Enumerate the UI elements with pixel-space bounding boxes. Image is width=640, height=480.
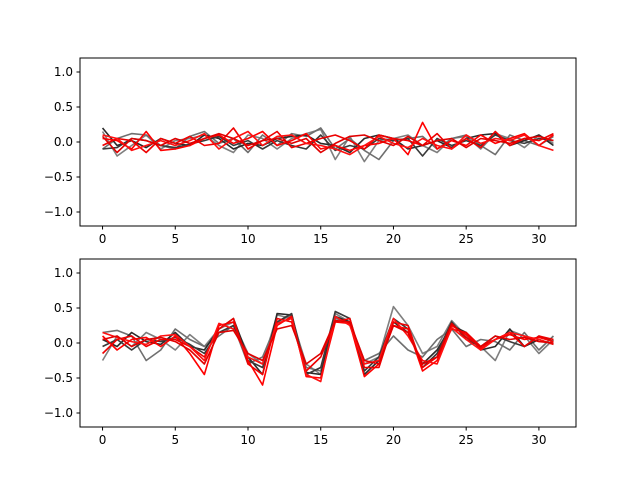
x-tick-label: 20 <box>386 232 401 246</box>
x-tick-label: 10 <box>240 433 255 447</box>
x-tick-label: 5 <box>171 433 179 447</box>
x-tick-label: 30 <box>531 232 546 246</box>
y-tick-label: 1.0 <box>54 65 73 79</box>
series-line-6 <box>102 127 554 154</box>
bottom-subplot: 0 5 10 15 20 25 30 −1.0 −0.5 0.0 0.5 1.0 <box>44 258 577 447</box>
x-tick-label: 5 <box>171 232 179 246</box>
y-tick-label: −0.5 <box>44 170 73 184</box>
y-tick-label: −0.5 <box>44 371 73 385</box>
series-line-8 <box>102 319 554 365</box>
series-line-3 <box>101 127 554 154</box>
y-tick-label: 0.0 <box>54 336 73 350</box>
x-tick-label: 10 <box>240 232 255 246</box>
series-line-8 <box>101 132 554 154</box>
x-tick-label: 25 <box>459 433 474 447</box>
series-line-4 <box>102 134 554 157</box>
x-tick-label: 20 <box>386 433 401 447</box>
y-tick-label: 0.5 <box>54 301 73 315</box>
x-tick-label: 25 <box>459 232 474 246</box>
x-tick-label: 0 <box>99 433 107 447</box>
y-tick-label: −1.0 <box>44 406 73 420</box>
y-tick-label: 0.5 <box>54 100 73 114</box>
x-tick-label: 15 <box>313 232 328 246</box>
top-subplot: 0 5 10 15 20 25 30 −1.0 −0.5 0.0 0.5 1.0 <box>44 57 577 246</box>
series-line-7 <box>102 315 554 383</box>
y-tick-label: 1.0 <box>54 266 73 280</box>
x-tick-label: 30 <box>531 433 546 447</box>
x-tick-label: 15 <box>313 433 328 447</box>
y-tick-label: −1.0 <box>44 205 73 219</box>
x-tick-label: 0 <box>99 232 107 246</box>
y-tick-label: 0.0 <box>54 135 73 149</box>
